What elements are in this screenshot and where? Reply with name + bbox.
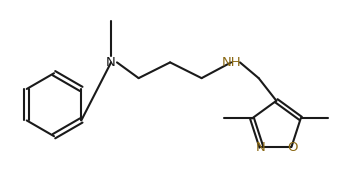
Text: O: O [287, 140, 298, 154]
Text: NH: NH [221, 56, 241, 69]
Text: N: N [106, 56, 116, 69]
Text: N: N [256, 140, 265, 154]
